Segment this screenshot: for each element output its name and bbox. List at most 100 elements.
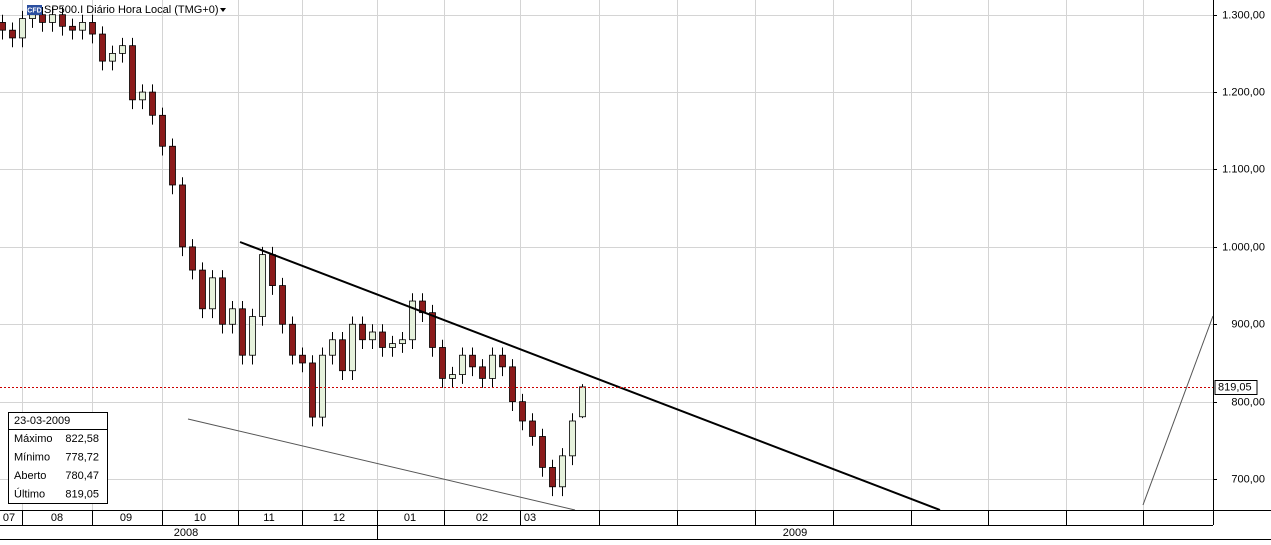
y-tick-label: 900,00 (1231, 318, 1265, 330)
candle-body (29, 14, 36, 19)
trend-line (1142, 315, 1214, 506)
x-tick-label: 12 (333, 512, 345, 524)
info-date: 23-03-2009 (14, 415, 70, 427)
x-tick-label: 07 (3, 512, 15, 524)
candle-body (269, 254, 276, 286)
candle-body (99, 33, 106, 62)
dropdown-arrow[interactable] (220, 8, 226, 12)
candle-body (329, 339, 336, 356)
x-tick-label: 03 (524, 512, 536, 524)
candle-body (199, 269, 206, 310)
candle-body (149, 91, 156, 116)
x-tick-label: 10 (194, 512, 206, 524)
info-value: 819,05 (65, 488, 99, 500)
info-label: Último (14, 487, 45, 500)
info-value: 780,47 (65, 470, 99, 482)
grid (0, 0, 1217, 510)
candle-body (389, 343, 396, 348)
badge-box (27, 5, 42, 15)
info-label: Aberto (14, 470, 46, 482)
candle-body (219, 277, 226, 325)
candle-body (459, 354, 466, 375)
candle-body (309, 362, 316, 418)
info-box: 23-03-2009 Máximo 822,58 Mínimo 778,72 Abert… (8, 412, 108, 504)
candle-body (339, 339, 346, 372)
candle-body (19, 18, 26, 39)
candle-body (349, 323, 356, 372)
candle-body (559, 455, 566, 488)
badge: CFD (27, 7, 41, 14)
y-tick-label: 1.000,00 (1222, 241, 1265, 253)
candle-body (429, 312, 436, 348)
candle-body (129, 45, 136, 101)
candle-body (479, 366, 486, 379)
last-price-label: 819,05 (1218, 381, 1252, 393)
candle-body (229, 308, 236, 325)
candle-body (59, 14, 66, 27)
candle-body (439, 347, 446, 379)
y-tick-label: 1.300,00 (1222, 9, 1265, 21)
candle-body (179, 184, 186, 248)
x-tick-label: 01 (404, 512, 416, 524)
y-tick-label: 1.200,00 (1222, 86, 1265, 98)
candle-body (109, 52, 116, 62)
candle-body (529, 420, 536, 437)
candle-body (499, 354, 506, 368)
candle-body (139, 91, 146, 101)
candle-body (359, 323, 366, 341)
x-tick-label: 09 (120, 512, 132, 524)
candle-body (319, 354, 326, 418)
info-value: 778,72 (65, 451, 99, 463)
info-label: Mínimo (14, 451, 50, 463)
candle-body (569, 420, 576, 457)
candle-body (239, 308, 246, 356)
chart-title[interactable]: SP500.I Diário Hora Local (TMG+0) (44, 4, 219, 16)
candle-body (399, 339, 406, 345)
candle-body (549, 467, 556, 488)
y-tick-label: 700,00 (1231, 473, 1265, 485)
candle-body (169, 145, 176, 186)
candle-body (469, 354, 476, 368)
candle-body (449, 374, 456, 379)
candle-body (9, 29, 16, 39)
candle-body (289, 323, 296, 356)
candle-body (409, 300, 416, 341)
candle-body (159, 114, 166, 147)
x-tick-label: 2009 (783, 527, 807, 539)
candle-body (299, 354, 306, 364)
x-tick-label: 2008 (174, 527, 198, 539)
x-tick-label: 08 (51, 512, 63, 524)
info-label: Máximo (14, 433, 53, 445)
candle-body (69, 25, 76, 31)
trend-line (187, 418, 576, 511)
candle-body (519, 401, 526, 422)
x-tick-label: 02 (476, 512, 488, 524)
candle-body (49, 14, 56, 23)
candle-body (209, 277, 216, 310)
candle-body (119, 45, 126, 54)
candle-body (189, 246, 196, 271)
candle-body (369, 331, 376, 341)
candle-body (259, 254, 266, 317)
candle-body (79, 22, 86, 31)
candle-body (379, 331, 386, 348)
trend-line (239, 241, 941, 511)
candle-body (249, 316, 256, 356)
candle-body (279, 285, 286, 325)
candle-body (539, 436, 546, 468)
x-tick-label: 11 (263, 512, 274, 524)
candle-body (89, 22, 96, 35)
y-tick-label: 1.100,00 (1222, 163, 1265, 175)
plot (0, 6, 586, 497)
y-tick-label: 800,00 (1231, 396, 1265, 408)
candle-body (489, 354, 496, 379)
candle-body (509, 366, 516, 403)
info-value: 822,58 (65, 433, 99, 445)
last-price-box (1214, 380, 1258, 395)
candle-body (0, 22, 6, 31)
candle-body (39, 14, 46, 23)
candle-body (579, 386, 586, 418)
